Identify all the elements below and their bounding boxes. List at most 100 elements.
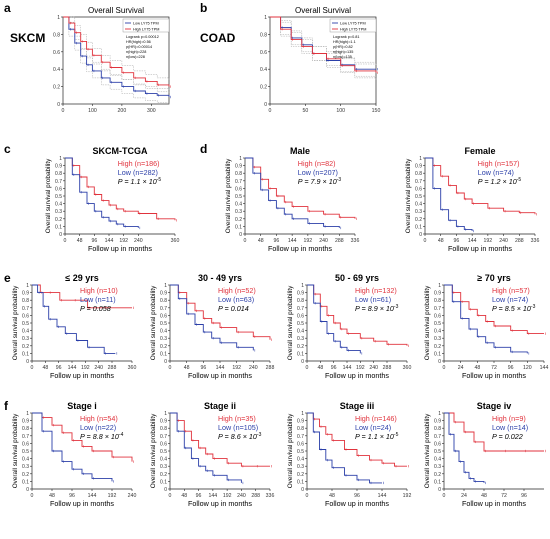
x-tick-label: 192	[108, 493, 117, 499]
p-value-label: P = 7.9 × 10-3	[298, 177, 342, 186]
y-tick-label: 0.8	[22, 298, 29, 304]
x-tick-label: 48	[317, 365, 323, 371]
p-value-exponent: -4	[119, 432, 124, 438]
series-line-low	[32, 284, 116, 354]
x-axis-label: Follow up in months	[188, 499, 252, 508]
x-tick-label: 360	[171, 238, 180, 244]
y-tick-label: 0.9	[160, 291, 167, 297]
y-axis-label: Overall survival probability	[405, 158, 412, 233]
chart-d1: Male 0 0.10.2 0.30.4 0.5 0.60.7 0.80.9 1 0 48 96 14…	[225, 146, 359, 253]
y-tick-label: 0	[239, 232, 242, 238]
x-tick-label: 100	[88, 108, 97, 114]
stat-line: n(high)=228	[126, 50, 146, 54]
y-tick-label: 0	[26, 359, 29, 365]
x-tick-label: 192	[484, 238, 493, 244]
y-tick-label: 1	[164, 283, 167, 289]
x-tick-label: 96	[521, 493, 527, 499]
y-tick-label: 1	[26, 411, 29, 417]
y-tick-label: 0.2	[55, 217, 62, 223]
x-tick-label: 360	[403, 365, 412, 371]
x-tick-label: 0	[64, 238, 67, 244]
low-count-label: Low (n=282)	[118, 168, 158, 177]
high-count-label: High (n=10)	[80, 286, 118, 295]
y-tick-label: 0.4	[55, 202, 62, 208]
x-axis-label: Follow up in months	[50, 499, 114, 508]
y-tick-label: 0.7	[235, 179, 242, 185]
series-line-low	[307, 412, 382, 484]
x-tick-label: 144	[288, 238, 297, 244]
chart-e1: ≤ 29 yrs 0 0.10.2 0.30.4 0.5 0.60.7 0.80.9 1 0 48…	[12, 273, 136, 380]
y-tick-label: 0.9	[55, 164, 62, 170]
series-line-high	[425, 157, 536, 215]
y-tick-label: 0.7	[415, 179, 422, 185]
y-tick-label: 0.8	[297, 426, 304, 432]
chart-f1: Stage i 0 0.10.2 0.30.4 0.5 0.60.7 0.80.9 1 0 48 9…	[12, 401, 136, 508]
chart-title: 30 - 49 yrs	[198, 273, 242, 283]
y-tick-label: 0.6	[160, 441, 167, 447]
x-tick-label: 96	[56, 365, 62, 371]
high-count-label: High (n=146)	[355, 414, 397, 423]
y-tick-label: 0.8	[53, 32, 60, 38]
y-tick-label: 1	[239, 156, 242, 162]
stat-line: n(low)=228	[126, 55, 145, 59]
y-tick-label: 0.1	[297, 479, 304, 485]
x-tick-label: 336	[266, 493, 275, 499]
panel-label-b: b	[200, 1, 207, 15]
y-tick-label: 0	[264, 102, 267, 108]
x-tick-label: 120	[523, 365, 532, 371]
low-count-label: Low (n=63)	[218, 295, 254, 304]
x-tick-label: 48	[481, 493, 487, 499]
y-tick-label: 0.3	[297, 336, 304, 342]
y-tick-label: 0.4	[22, 329, 29, 335]
low-count-label: Low (n=207)	[298, 168, 338, 177]
chart-f2: Stage ii 0 0.10.2 0.30.4 0.5 0.60.7 0.80.9 1 0 48…	[150, 401, 274, 508]
y-tick-label: 0.4	[415, 202, 422, 208]
y-tick-label: 0	[57, 102, 60, 108]
chart-title: SKCM-TCGA	[93, 146, 148, 156]
x-tick-label: 192	[403, 493, 412, 499]
series-line-high	[170, 412, 270, 467]
x-tick-label: 192	[81, 365, 90, 371]
p-value-exponent: -5	[394, 432, 399, 438]
low-count-label: Low (n=74)	[478, 168, 514, 177]
chart-title: Stage iii	[340, 401, 375, 411]
p-value-base: P = 1.1 × 10	[355, 432, 394, 441]
chart-title: Overall Survival	[295, 6, 351, 15]
chart-a: Overall Survival SKCM 0 0.2 0.4 0.6 0.8 1 0 100 20…	[10, 6, 171, 114]
y-tick-label: 0.5	[160, 449, 167, 455]
y-tick-label: 0.6	[22, 313, 29, 319]
x-tick-label: 144	[468, 238, 477, 244]
y-tick-label: 0.9	[22, 291, 29, 297]
high-count-label: High (n=54)	[80, 414, 118, 423]
p-value-base: P = 0.058	[80, 304, 111, 313]
x-tick-label: 0	[443, 365, 446, 371]
x-tick-label: 150	[372, 108, 381, 114]
stat-line: p(HR)=0.82	[333, 45, 353, 49]
y-tick-label: 0.8	[160, 426, 167, 432]
x-tick-label: 288	[335, 238, 344, 244]
y-tick-label: 0.4	[260, 67, 267, 73]
panel-label-f: f	[4, 399, 9, 413]
x-tick-label: 0	[169, 493, 172, 499]
y-tick-label: 0.8	[297, 298, 304, 304]
p-value-label: P = 1.2 × 10-5	[478, 177, 522, 186]
x-tick-label: 288	[383, 365, 392, 371]
x-tick-label: 0	[269, 108, 272, 114]
y-tick-label: 1	[301, 283, 304, 289]
x-tick-label: 96	[331, 365, 337, 371]
y-tick-label: 0	[301, 487, 304, 493]
y-tick-label: 0.7	[55, 179, 62, 185]
low-count-label: Low (n=14)	[492, 423, 528, 432]
y-tick-label: 0.1	[434, 479, 441, 485]
y-tick-label: 0.9	[160, 419, 167, 425]
x-tick-label: 192	[356, 365, 365, 371]
x-tick-label: 240	[499, 238, 508, 244]
x-tick-label: 100	[336, 108, 345, 114]
y-tick-label: 0.7	[22, 434, 29, 440]
chart-title: ≤ 29 yrs	[65, 273, 98, 283]
x-tick-label: 48	[181, 493, 187, 499]
y-tick-label: 0.6	[235, 186, 242, 192]
y-tick-label: 0.9	[297, 291, 304, 297]
y-tick-label: 1	[419, 156, 422, 162]
x-axis-label: Follow up in months	[462, 499, 526, 508]
